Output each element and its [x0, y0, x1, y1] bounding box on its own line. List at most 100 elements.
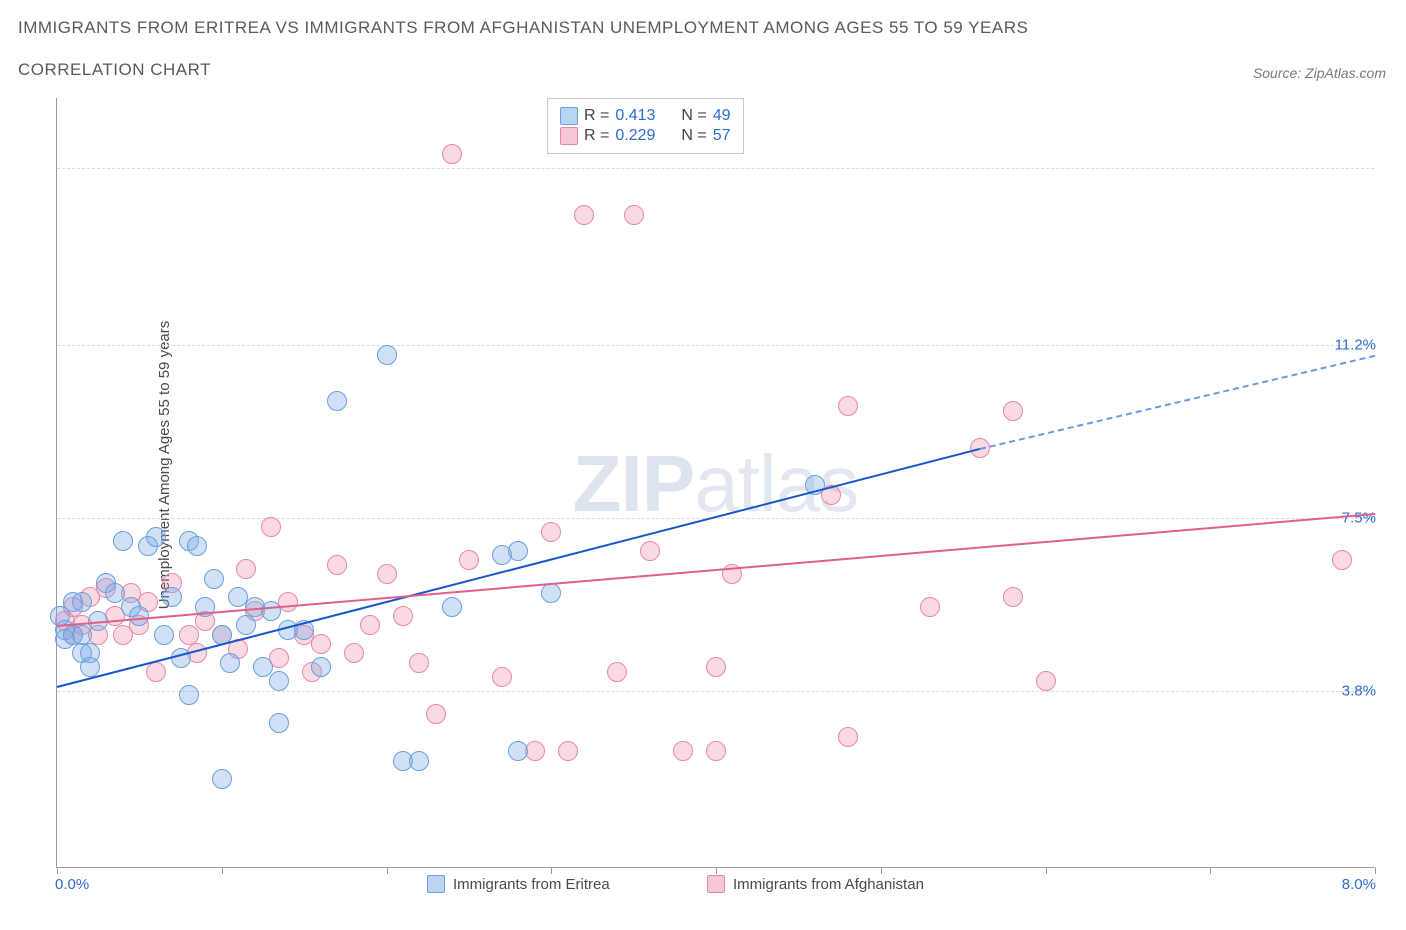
scatter-chart: ZIPatlas 3.8%7.5%11.2%0.0%8.0%R = 0.413N…	[56, 98, 1374, 868]
data-point	[204, 569, 224, 589]
data-point	[129, 606, 149, 626]
stats-row: R = 0.413 N = 49	[560, 107, 731, 125]
x-tick	[551, 867, 552, 874]
data-point	[162, 587, 182, 607]
data-point	[409, 751, 429, 771]
data-point	[220, 653, 240, 673]
data-point	[920, 597, 940, 617]
data-point	[1003, 587, 1023, 607]
data-point	[459, 550, 479, 570]
data-point	[212, 769, 232, 789]
data-point	[344, 643, 364, 663]
stat-label: N =	[681, 107, 706, 125]
x-tick	[387, 867, 388, 874]
data-point	[393, 606, 413, 626]
data-point	[72, 592, 92, 612]
data-point	[838, 396, 858, 416]
x-tick	[716, 867, 717, 874]
trend-line-eritrea	[57, 448, 980, 688]
y-tick-label: 7.5%	[1342, 510, 1376, 527]
data-point	[426, 704, 446, 724]
stat-value: 57	[713, 127, 731, 145]
data-point	[706, 657, 726, 677]
data-point	[327, 555, 347, 575]
data-point	[187, 536, 207, 556]
stat-value: 0.229	[615, 127, 655, 145]
legend-item: Immigrants from Afghanistan	[707, 875, 924, 893]
legend-swatch	[707, 875, 725, 893]
data-point	[442, 597, 462, 617]
x-tick	[1046, 867, 1047, 874]
title-line-1: IMMIGRANTS FROM ERITREA VS IMMIGRANTS FR…	[18, 18, 1028, 38]
data-point	[146, 527, 166, 547]
data-point	[179, 685, 199, 705]
legend-swatch	[560, 107, 578, 125]
data-point	[146, 662, 166, 682]
data-point	[360, 615, 380, 635]
data-point	[492, 667, 512, 687]
data-point	[508, 741, 528, 761]
y-tick-label: 3.8%	[1342, 682, 1376, 699]
data-point	[253, 657, 273, 677]
data-point	[105, 583, 125, 603]
data-point	[80, 657, 100, 677]
data-point	[72, 625, 92, 645]
data-point	[558, 741, 578, 761]
x-tick	[1375, 867, 1376, 874]
legend-label: Immigrants from Afghanistan	[733, 876, 924, 893]
data-point	[236, 615, 256, 635]
data-point	[113, 531, 133, 551]
data-point	[1036, 671, 1056, 691]
data-point	[673, 741, 693, 761]
x-tick	[1210, 867, 1211, 874]
data-point	[327, 391, 347, 411]
data-point	[311, 657, 331, 677]
stat-value: 0.413	[615, 107, 655, 125]
stats-row: R = 0.229 N = 57	[560, 127, 731, 145]
data-point	[541, 522, 561, 542]
data-point	[706, 741, 726, 761]
x-tick	[881, 867, 882, 874]
data-point	[154, 625, 174, 645]
stats-legend: R = 0.413 N = 49 R = 0.229 N = 57	[547, 98, 744, 154]
data-point	[1003, 401, 1023, 421]
gridline	[57, 345, 1374, 346]
data-point	[409, 653, 429, 673]
legend-label: Immigrants from Eritrea	[453, 876, 610, 893]
data-point	[838, 727, 858, 747]
legend-swatch	[560, 127, 578, 145]
data-point	[1332, 550, 1352, 570]
legend-swatch	[427, 875, 445, 893]
data-point	[377, 564, 397, 584]
data-point	[261, 601, 281, 621]
x-tick-label: 0.0%	[55, 876, 89, 893]
data-point	[179, 625, 199, 645]
stat-label: R =	[584, 127, 609, 145]
data-point	[269, 713, 289, 733]
trend-line-eritrea-dash	[979, 355, 1375, 450]
data-point	[624, 205, 644, 225]
y-tick-label: 11.2%	[1335, 337, 1376, 354]
data-point	[541, 583, 561, 603]
data-point	[574, 205, 594, 225]
x-tick	[222, 867, 223, 874]
data-point	[607, 662, 627, 682]
stat-label: N =	[681, 127, 706, 145]
data-point	[171, 648, 191, 668]
legend-item: Immigrants from Eritrea	[427, 875, 610, 893]
gridline	[57, 168, 1374, 169]
data-point	[640, 541, 660, 561]
data-point	[508, 541, 528, 561]
data-point	[261, 517, 281, 537]
data-point	[377, 345, 397, 365]
data-point	[442, 144, 462, 164]
data-point	[311, 634, 331, 654]
stat-value: 49	[713, 107, 731, 125]
data-point	[236, 559, 256, 579]
source-label: Source: ZipAtlas.com	[1253, 65, 1386, 81]
gridline	[57, 691, 1374, 692]
stat-label: R =	[584, 107, 609, 125]
x-tick-label: 8.0%	[1342, 876, 1376, 893]
data-point	[269, 671, 289, 691]
title-line-2: CORRELATION CHART	[18, 60, 211, 80]
